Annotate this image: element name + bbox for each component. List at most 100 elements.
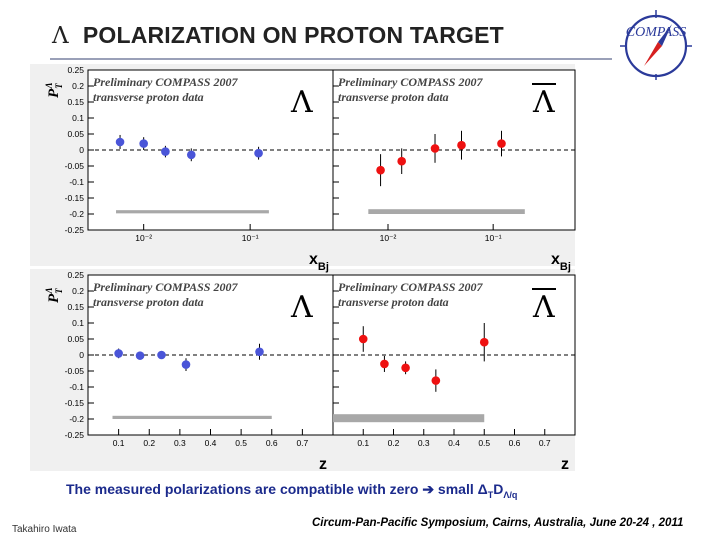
antilambda_z-xtick-label: 0.2 [388, 438, 400, 448]
antilambda_z-data-point [380, 359, 389, 369]
compass-logo: COMPASS [620, 10, 692, 80]
antilambda_z-annotation-line: transverse proton data [338, 295, 449, 309]
lambda_z-ytick-label: 0.2 [72, 286, 84, 296]
lambda_xbj-data-point [254, 148, 263, 158]
antilambda_xbj-data-point [397, 156, 406, 166]
lambda_xbj-ytick-label: 0.05 [67, 129, 84, 139]
antilambda_z-xlabel: z [561, 456, 569, 473]
logo-needle-blue [658, 24, 672, 46]
lambda_z-data-point [135, 351, 145, 360]
lambda_xbj-xtick-label: 10⁻² [135, 233, 152, 243]
lambda_z-systematic-band [112, 415, 272, 419]
lambda_xbj-ytick-label: 0 [79, 145, 84, 155]
antilambda_xbj-data-point [376, 165, 385, 175]
lambda_z-data-point [255, 347, 264, 357]
lambda_z-ytick-label: 0 [79, 350, 84, 360]
title-text: POLARIZATION ON PROTON TARGET [82, 22, 504, 48]
lambda_xbj-panel: -0.25 -0.2 -0.15 -0.1 -0.05 0 0.05 0.1 0.15 0.2 0.… [44, 65, 334, 273]
lambda_z-ylabel: PTΛ [44, 287, 64, 303]
lambda_z-data-point [157, 350, 166, 360]
lambda_z-ytick-label: -0.2 [69, 414, 84, 424]
conclusion-text: The measured polarizations are compatibl… [66, 481, 517, 500]
lambda_xbj-data-point [139, 139, 148, 148]
lambda_xbj-annotation-line: Preliminary COMPASS 2007 [93, 75, 238, 89]
antilambda_z-systematic-band [333, 414, 485, 423]
lambda_xbj-data-point [115, 137, 125, 147]
d-symbol: D [493, 481, 504, 497]
antilambda_xbj-annotation-line: transverse proton data [338, 90, 449, 104]
lambda_z-xtick-label: 0.7 [296, 438, 308, 448]
lambda_z-ytick-label: 0.05 [67, 334, 84, 344]
lambda_z-data-point [114, 349, 123, 358]
lambda_z-xtick-label: 0.1 [113, 438, 125, 448]
lambda_z-ytick-label: -0.1 [69, 382, 84, 392]
conclusion-part1: The measured polarizations are compatibl… [66, 481, 423, 497]
delta-symbol: Δ [477, 481, 488, 497]
lambda_z-xtick-label: 0.6 [266, 438, 278, 448]
lambda_xbj-ytick-label: -0.25 [65, 225, 85, 235]
antilambda_xbj-data-point [457, 140, 466, 150]
lambda_xbj-ytick-label: -0.15 [65, 193, 85, 203]
logo-text: COMPASS [626, 25, 686, 40]
lambda_z-xtick-label: 0.4 [205, 438, 217, 448]
lambda_z-xlabel: z [319, 456, 327, 473]
antilambda_z-data-point [358, 334, 368, 344]
delta-subscript: T [487, 489, 494, 500]
antilambda_xbj-data-point [497, 139, 506, 148]
lambda_z-particle-symbol: Λ [290, 290, 313, 325]
lambda_z-xtick-label: 0.5 [235, 438, 247, 448]
antilambda_z-annotation-line: Preliminary COMPASS 2007 [338, 280, 483, 294]
antilambda_z-xtick-label: 0.4 [448, 438, 460, 448]
lambda_xbj-data-point [161, 147, 170, 156]
antilambda_z-particle-symbol: Λ [532, 290, 555, 325]
lambda_xbj-data-point [186, 150, 196, 160]
antilambda_z-xtick-label: 0.5 [478, 438, 490, 448]
antilambda_xbj-data-point [430, 144, 440, 153]
antilambda_z-panel: 0.1 0.2 0.3 0.4 0.5 0.6 0.7 Preliminary COMPASS… [332, 274, 576, 473]
antilambda_z-data-point [479, 337, 489, 347]
arrow-icon: ➔ [422, 481, 435, 497]
logo-needle-red [644, 42, 662, 66]
antilambda_xbj-xtick-label: 10⁻¹ [485, 233, 502, 243]
antilambda_z-data-point [431, 376, 441, 385]
lambda_xbj-ylabel: PTΛ [44, 82, 64, 98]
d-subscript: Λ/q [503, 489, 518, 500]
lambda_xbj-ytick-label: -0.1 [69, 177, 84, 187]
lambda_xbj-ytick-label: 0.15 [67, 97, 84, 107]
lambda_xbj-ytick-label: -0.2 [69, 209, 84, 219]
lambda_z-ytick-label: 0.1 [72, 318, 84, 328]
antilambda_z-xtick-label: 0.7 [539, 438, 551, 448]
title-lambda-symbol: Λ [52, 23, 69, 49]
logo-ticks [620, 10, 692, 80]
lambda_xbj-xtick-label: 10⁻¹ [242, 233, 259, 243]
antilambda_z-xtick-label: 0.1 [357, 438, 369, 448]
lambda_z-ytick-label: 0.25 [67, 270, 84, 280]
title-divider [50, 58, 612, 60]
antilambda_z-data-point [401, 363, 410, 373]
conference-info: Circum-Pan-Pacific Symposium, Cairns, Au… [312, 517, 684, 529]
lambda_z-panel: -0.25 -0.2 -0.15 -0.1 -0.05 0 0.05 0.1 0.15 0.2 0.… [44, 270, 334, 473]
lambda_z-ytick-label: -0.15 [65, 398, 85, 408]
lambda_xbj-ytick-label: 0.2 [72, 81, 84, 91]
lambda_xbj-systematic-band [116, 210, 269, 214]
lambda_xbj-particle-symbol: Λ [290, 85, 313, 120]
page-title: Λ POLARIZATION ON PROTON TARGET [52, 22, 504, 49]
antilambda_xbj-panel: 10⁻² 10⁻¹ Preliminary COMPASS 2007transver… [332, 69, 576, 273]
lambda_z-annotation-line: Preliminary COMPASS 2007 [93, 280, 238, 294]
lambda_z-xtick-label: 0.2 [143, 438, 155, 448]
antilambda_xbj-xtick-label: 10⁻² [380, 233, 397, 243]
antilambda_xbj-annotation-line: Preliminary COMPASS 2007 [338, 75, 483, 89]
lambda_xbj-annotation-line: transverse proton data [93, 90, 204, 104]
conclusion-part2: small [434, 481, 478, 497]
lambda_z-ytick-label: -0.25 [65, 430, 85, 440]
lambda_xbj-ytick-label: 0.1 [72, 113, 84, 123]
lambda_xbj-ytick-label: -0.05 [65, 161, 85, 171]
lambda_z-data-point [181, 360, 191, 369]
antilambda_z-xtick-label: 0.3 [418, 438, 430, 448]
lambda_z-xtick-label: 0.3 [174, 438, 186, 448]
antilambda_xbj-systematic-band [368, 209, 525, 214]
lambda_z-ytick-label: -0.05 [65, 366, 85, 376]
lambda_xbj-ytick-label: 0.25 [67, 65, 84, 75]
lambda_z-ytick-label: 0.15 [67, 302, 84, 312]
